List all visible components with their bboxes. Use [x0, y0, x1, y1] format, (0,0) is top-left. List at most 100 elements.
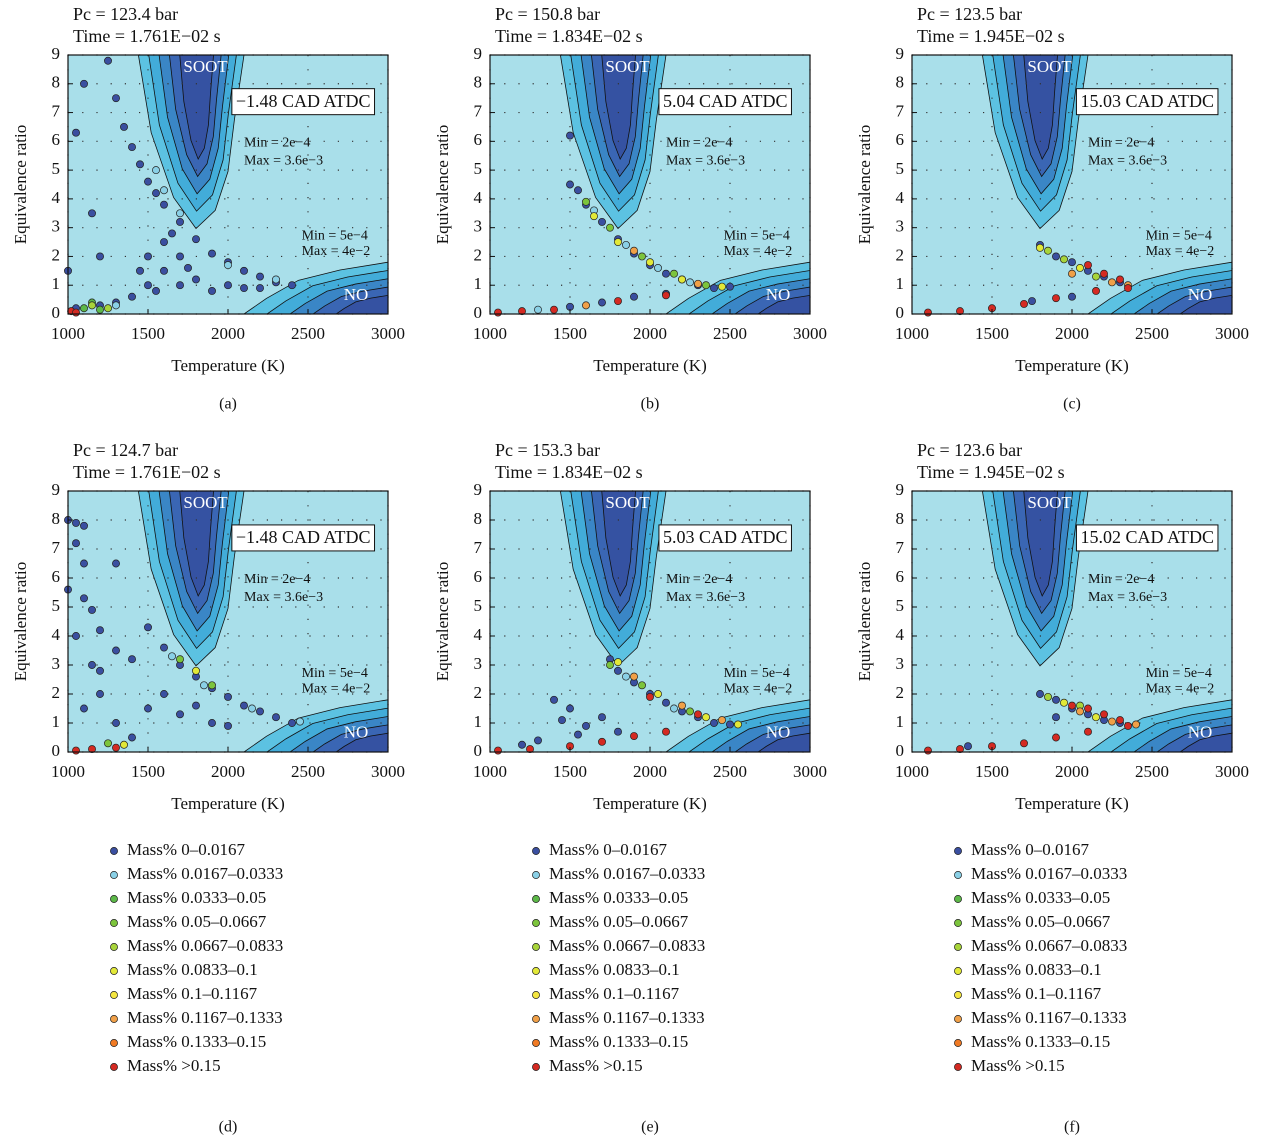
x-tick-label: 1000	[51, 762, 85, 781]
point	[144, 177, 152, 186]
pressure-label: Pc = 123.5 bar	[917, 4, 1022, 24]
point	[1116, 716, 1124, 725]
pressure-label: Pc = 123.6 bar	[917, 440, 1022, 460]
legend-marker	[110, 847, 118, 855]
panel-tag: (d)	[219, 1119, 238, 1136]
no-max: Max = 4e−2	[302, 244, 371, 259]
soot-label: SOOT	[183, 57, 228, 76]
point	[160, 186, 168, 195]
point	[120, 740, 128, 749]
point	[614, 666, 622, 675]
legend-label: Mass% 0.0667–0.0833	[549, 936, 705, 955]
contours	[559, 491, 810, 752]
point	[734, 720, 742, 729]
point	[1124, 284, 1132, 293]
y-tick-label: 3	[474, 217, 483, 236]
point	[128, 292, 136, 301]
x-tick-label: 3000	[793, 324, 827, 343]
y-tick-label: 6	[896, 567, 905, 586]
point	[1092, 287, 1100, 295]
point	[272, 713, 280, 722]
time-label: Time = 1.834E−02 s	[495, 462, 643, 482]
point	[566, 131, 574, 140]
point	[208, 719, 216, 727]
point	[1100, 710, 1108, 719]
point	[272, 275, 280, 284]
point	[670, 269, 678, 278]
soot-min: Min = 2e−4	[244, 135, 310, 150]
point	[956, 307, 964, 316]
point	[224, 721, 232, 730]
point	[726, 720, 734, 729]
legend-label: Mass% 0.0333–0.05	[971, 888, 1110, 907]
y-tick-label: 3	[52, 217, 61, 236]
legend-label: Mass% 0.0667–0.0833	[127, 936, 283, 955]
point	[550, 695, 558, 704]
y-tick-label: 7	[896, 101, 905, 120]
point	[710, 284, 718, 293]
legend-label: Mass% 0.0167–0.0333	[971, 864, 1127, 883]
legend-marker	[954, 991, 962, 999]
cad-label: 5.04 CAD ATDC	[663, 91, 788, 111]
point	[1052, 294, 1060, 303]
contours	[137, 55, 388, 314]
y-tick-label: 1	[474, 712, 483, 731]
point	[614, 658, 622, 667]
point	[924, 746, 932, 755]
point	[88, 301, 96, 310]
point	[1044, 692, 1052, 701]
contours	[981, 55, 1232, 314]
no-contour	[335, 294, 388, 314]
soot-label: SOOT	[1027, 57, 1072, 76]
panel-tag: (e)	[641, 1119, 659, 1136]
no-min: Min = 5e−4	[1146, 229, 1212, 244]
point	[622, 240, 630, 249]
point	[566, 704, 574, 713]
x-tick-label: 2000	[1055, 324, 1089, 343]
point	[1084, 261, 1092, 270]
y-tick-label: 5	[896, 159, 905, 178]
point	[72, 746, 80, 755]
x-axis-label: Temperature (K)	[1015, 794, 1129, 813]
point	[1092, 713, 1100, 722]
point	[558, 716, 566, 725]
y-tick-label: 7	[896, 538, 905, 557]
x-tick-label: 1000	[473, 762, 507, 781]
point	[88, 661, 96, 669]
point	[112, 646, 120, 655]
soot-label: SOOT	[183, 493, 228, 512]
y-tick-label: 4	[52, 188, 61, 207]
legend-marker	[532, 871, 540, 879]
legend-marker	[954, 967, 962, 975]
point	[964, 742, 972, 751]
y-tick-label: 9	[474, 480, 483, 499]
legend-marker	[110, 943, 118, 951]
pressure-label: Pc = 153.3 bar	[495, 440, 600, 460]
legend-marker	[532, 895, 540, 903]
point	[104, 304, 112, 313]
y-tick-label: 1	[52, 712, 61, 731]
y-tick-label: 0	[896, 303, 905, 322]
point	[574, 186, 582, 195]
legend-label: Mass% 0.0833–0.1	[549, 960, 680, 979]
time-label: Time = 1.945E−02 s	[917, 26, 1065, 46]
x-tick-label: 2000	[633, 762, 667, 781]
point	[192, 235, 200, 244]
y-tick-label: 2	[896, 683, 905, 702]
point	[80, 521, 88, 530]
legend-marker	[954, 871, 962, 879]
point	[1044, 246, 1052, 255]
soot-max: Max = 3.6e−3	[666, 153, 745, 168]
point	[654, 264, 662, 272]
point	[494, 746, 502, 755]
y-tick-label: 2	[52, 683, 61, 702]
point	[1068, 269, 1076, 278]
cad-box	[231, 524, 376, 552]
y-tick-label: 9	[896, 44, 905, 63]
y-tick-label: 1	[474, 274, 483, 293]
point	[96, 252, 104, 261]
legend-label: Mass% 0.1333–0.15	[549, 1032, 688, 1051]
